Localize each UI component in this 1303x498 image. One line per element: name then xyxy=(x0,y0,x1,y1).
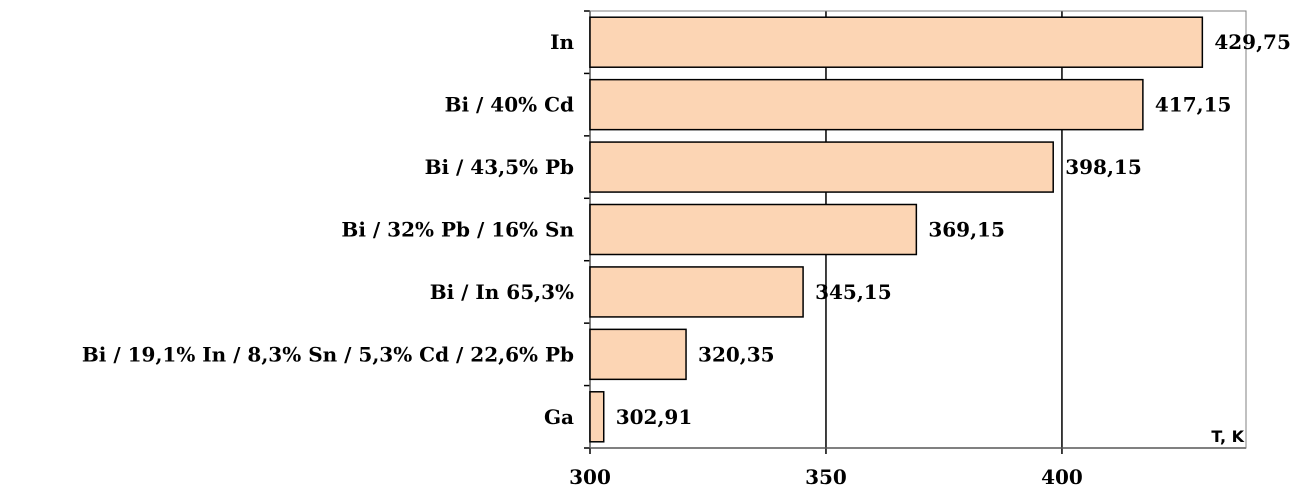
x-tick-label: 300 xyxy=(569,465,611,489)
value-labels: 429,75 417,15 398,15 369,15 345,15 320,35 302,… xyxy=(616,30,1291,429)
category-label: In xyxy=(550,30,574,54)
data-label: 345,15 xyxy=(815,280,892,304)
bar xyxy=(589,391,605,443)
bar xyxy=(589,266,804,318)
x-tick-label: 350 xyxy=(805,465,847,489)
x-axis-label: T, K xyxy=(1211,427,1244,446)
data-label: 429,75 xyxy=(1214,30,1291,54)
category-label: Bi / In 65,3% xyxy=(430,280,574,304)
bar xyxy=(589,16,1204,68)
bar xyxy=(589,203,918,256)
bar xyxy=(589,328,687,381)
bar xyxy=(589,141,1054,193)
category-label: Bi / 40% Cd xyxy=(445,93,574,117)
category-label: Bi / 32% Pb / 16% Sn xyxy=(341,218,574,242)
category-labels: In Bi / 40% Cd Bi / 43,5% Pb Bi / 32% Pb / … xyxy=(82,30,575,429)
data-label: 302,91 xyxy=(616,405,693,429)
category-label: Bi / 19,1% In / 8,3% Sn / 5,3% Cd / 22,6… xyxy=(82,342,574,366)
tick-labels: 300 350 400 xyxy=(569,465,1083,489)
data-label: 320,35 xyxy=(698,342,775,366)
data-label: 398,15 xyxy=(1065,155,1142,179)
x-tick-label: 400 xyxy=(1041,465,1083,489)
category-label: Ga xyxy=(544,405,574,429)
data-label: 369,15 xyxy=(928,218,1005,242)
bars xyxy=(589,16,1204,443)
bar xyxy=(589,78,1144,131)
data-label: 417,15 xyxy=(1155,93,1232,117)
category-label: Bi / 43,5% Pb xyxy=(425,155,574,179)
